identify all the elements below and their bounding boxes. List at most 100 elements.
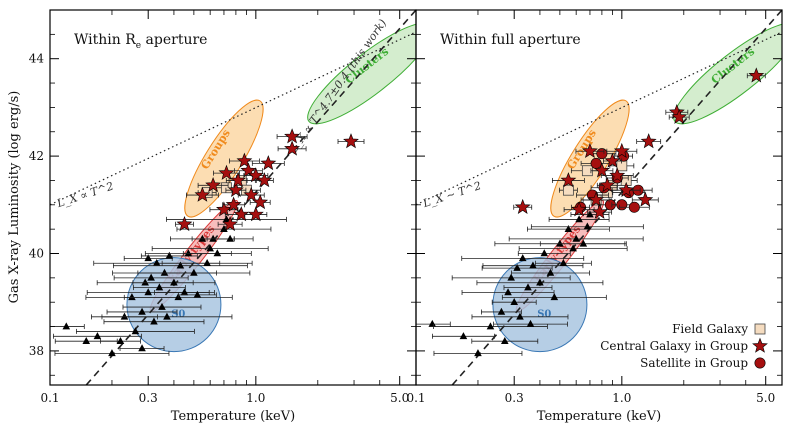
y-tick-label: 42 [29, 149, 44, 163]
data-points [416, 67, 766, 357]
central-galaxy-point [194, 186, 211, 202]
satellite-point [590, 157, 602, 169]
triangle-point [160, 268, 169, 276]
triangle-point [500, 336, 509, 344]
central-galaxy-point [609, 167, 626, 183]
legend-label: Satellite in Group [640, 356, 748, 370]
triangle-point [190, 268, 198, 276]
triangle-point [82, 336, 91, 344]
triangle-point [138, 307, 146, 315]
triangle-point [526, 319, 535, 327]
triangle-point [152, 259, 161, 267]
x-tick-label: 5.0 [390, 391, 409, 405]
axis-ticks: 0.1 0.3 1.0 5.0 [406, 9, 783, 405]
triangle-point [226, 234, 234, 242]
triangle-point [198, 234, 207, 242]
central-galaxy-point [216, 201, 232, 217]
central-galaxy-point [176, 215, 193, 232]
central-galaxy-point [604, 152, 621, 168]
x-tick-label: 5.0 [756, 391, 775, 405]
triangle-point [163, 312, 171, 320]
central-galaxy-point [225, 196, 242, 212]
triangle-point [155, 283, 164, 291]
satellite-point [628, 201, 640, 213]
y-tick-label: 40 [29, 247, 44, 261]
region-clusters [673, 22, 782, 125]
legend-label: Central Galaxy in Group [600, 339, 748, 353]
field-galaxy-point [562, 184, 574, 196]
central-galaxy-point [588, 191, 604, 207]
triangle-point [144, 288, 153, 296]
central-galaxy-point [260, 155, 277, 171]
region-layer: ClustersGroupsEarly-typesS0 [126, 22, 416, 353]
triangle-point [556, 239, 564, 247]
central-galaxy-point [240, 162, 257, 178]
x-tick-label: 0.3 [505, 391, 524, 405]
central-galaxy-point [233, 206, 250, 222]
region-layer: ClustersGroupsEarly-typesS0 [492, 22, 782, 353]
triangle-point [513, 263, 521, 271]
triangle-point [158, 302, 166, 310]
triangle-point [459, 332, 468, 340]
triangle-point [497, 307, 506, 315]
triangle-point [546, 268, 555, 276]
triangle-point [579, 239, 588, 247]
central-galaxy-point [618, 181, 635, 197]
region-label: S0 [171, 309, 185, 320]
triangle-point [108, 349, 116, 357]
triangle-point [564, 224, 573, 232]
triangle-point [518, 254, 527, 262]
triangle-point [144, 254, 153, 262]
central-galaxy-point [243, 186, 260, 202]
triangle-point [141, 278, 149, 286]
central-galaxy-point [256, 172, 273, 188]
field-galaxy-point [616, 160, 628, 172]
triangle-point [131, 327, 140, 335]
triangle-point [176, 261, 185, 269]
legend: Field Galaxy Central Galaxy in Group Satel… [600, 322, 768, 370]
triangle-point [213, 249, 222, 257]
central-galaxy-point [640, 133, 657, 149]
triangle-point [62, 322, 71, 330]
triangle-point [116, 336, 125, 344]
triangle-point [165, 251, 174, 259]
central-galaxy-point [222, 215, 238, 232]
triangle-point [93, 332, 102, 340]
central-galaxy-point [599, 176, 616, 193]
triangle-point [150, 317, 158, 325]
central-galaxy-point [591, 203, 608, 219]
central-galaxy-point [205, 176, 221, 193]
region-label: S0 [537, 309, 551, 320]
y-axis-label: Gas X-ray Luminosity (log erg/s) [7, 91, 22, 304]
central-galaxy-point [236, 152, 253, 168]
central-galaxy-point [252, 194, 269, 210]
x-tick-label: 0.3 [139, 391, 158, 405]
triangle-point [559, 259, 568, 267]
legend-star-icon [752, 337, 768, 353]
legend-square-icon [754, 323, 766, 335]
triangle-point [569, 244, 577, 252]
triangle-point [486, 322, 495, 330]
triangle-point [474, 349, 482, 357]
central-galaxy-point [637, 191, 654, 207]
triangle-point [529, 261, 537, 269]
panel-label: Within Re aperture [74, 32, 207, 51]
triangle-point [583, 222, 592, 230]
triangle-point [180, 288, 189, 296]
triangle-point [428, 319, 437, 327]
central-galaxy-point [560, 172, 577, 188]
line-label: L_X ∝ T^2 [54, 180, 115, 211]
satellite-point [596, 148, 608, 160]
triangle-point [138, 344, 146, 352]
region-clusters [307, 22, 416, 125]
central-galaxy-point [748, 67, 765, 83]
panel-within-re-aperture: ClustersGroupsEarly-typesS0 L_X ∝ T^2L_X… [29, 9, 417, 424]
triangle-point [184, 249, 193, 257]
central-galaxy-point [671, 108, 688, 124]
triangle-point [550, 293, 559, 301]
x-axis-label: Temperature (keV) [171, 409, 295, 424]
triangle-point [193, 290, 202, 298]
y-tick-label: 38 [29, 344, 44, 358]
region-s0 [492, 257, 588, 353]
